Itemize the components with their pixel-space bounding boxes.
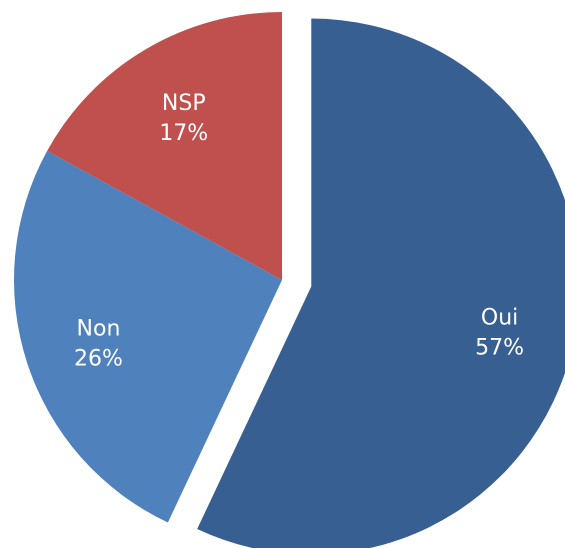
pie-label-category: Non <box>77 317 121 342</box>
pie-labels: Oui 57% Non 26% NSP 17% <box>74 91 524 372</box>
pie-slice-oui <box>197 18 565 548</box>
pie-slices <box>13 12 565 548</box>
pie-label-value: 57% <box>475 336 524 361</box>
pie-label-oui: Oui 57% <box>475 306 524 361</box>
pie-label-non: Non 26% <box>74 317 123 372</box>
pie-label-category: NSP <box>162 91 206 116</box>
pie-label-value: 26% <box>74 347 123 372</box>
pie-label-category: Oui <box>481 306 518 331</box>
pie-label-value: 17% <box>159 121 208 146</box>
pie-slice-non <box>13 150 282 523</box>
pie-slice-nsp <box>47 12 282 280</box>
pie-label-nsp: NSP 17% <box>159 91 208 146</box>
